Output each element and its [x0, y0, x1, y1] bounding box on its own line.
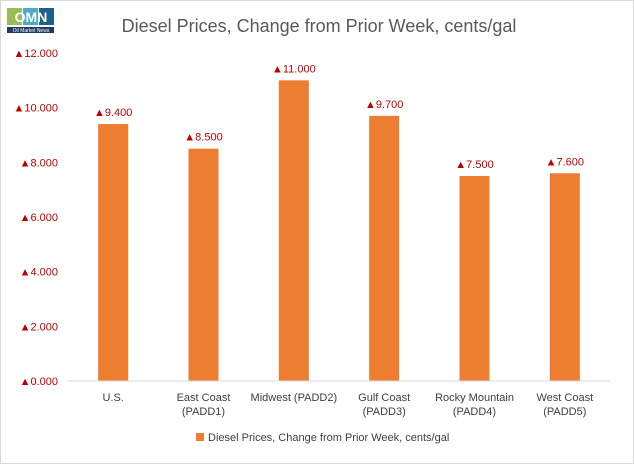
- x-axis-categories: U.S. East Coast (PADD1) Midwest (PADD2) Gulf…: [102, 392, 593, 418]
- bars: [98, 80, 580, 382]
- x-tick-label: Midwest (PADD2): [251, 392, 338, 404]
- x-tick-label: Gulf Coast (PADD3): [358, 392, 410, 418]
- bar: [98, 124, 129, 382]
- legend: Diesel Prices, Change from Prior Week, c…: [196, 432, 449, 444]
- data-label: ▲9.400: [94, 107, 132, 119]
- y-tick-label: ▲8.000: [20, 157, 58, 169]
- legend-label: Diesel Prices, Change from Prior Week, c…: [208, 432, 449, 444]
- y-tick-label: ▲2.000: [20, 321, 58, 333]
- bar: [459, 176, 490, 381]
- data-label: ▲8.500: [184, 132, 222, 144]
- y-tick-label: ▲4.000: [20, 267, 58, 279]
- bar: [188, 148, 219, 381]
- x-tick-label: U.S.: [102, 392, 123, 404]
- x-tick-label: West Coast (PADD5): [537, 392, 594, 418]
- data-labels: ▲9.400 ▲8.500 ▲11.000 ▲9.700 ▲7.500 ▲7.600: [94, 63, 584, 171]
- bar: [278, 80, 309, 381]
- chart-title: Diesel Prices, Change from Prior Week, c…: [122, 16, 517, 36]
- data-label: ▲7.600: [546, 156, 584, 168]
- x-tick-label: East Coast (PADD1): [177, 392, 231, 418]
- y-tick-label: ▲12.000: [13, 48, 58, 60]
- logo: OMN Oil Market News: [6, 6, 56, 34]
- y-tick-label: ▲0.000: [20, 376, 58, 388]
- bar: [369, 115, 400, 381]
- y-tick-label: ▲10.000: [13, 103, 58, 115]
- data-label: ▲9.700: [365, 99, 403, 111]
- data-label: ▲11.000: [272, 63, 316, 75]
- y-axis: ▲0.000 ▲2.000 ▲4.000 ▲6.000 ▲8.000 ▲10.000 ▲12…: [13, 48, 58, 388]
- legend-swatch: [196, 433, 204, 441]
- x-tick-label: Rocky Mountain (PADD4): [435, 392, 514, 418]
- y-tick-label: ▲6.000: [20, 212, 58, 224]
- bar: [549, 173, 580, 381]
- logo-tagline: Oil Market News: [13, 28, 50, 34]
- logo-letters: OMN: [15, 9, 48, 25]
- data-label: ▲7.500: [455, 159, 493, 171]
